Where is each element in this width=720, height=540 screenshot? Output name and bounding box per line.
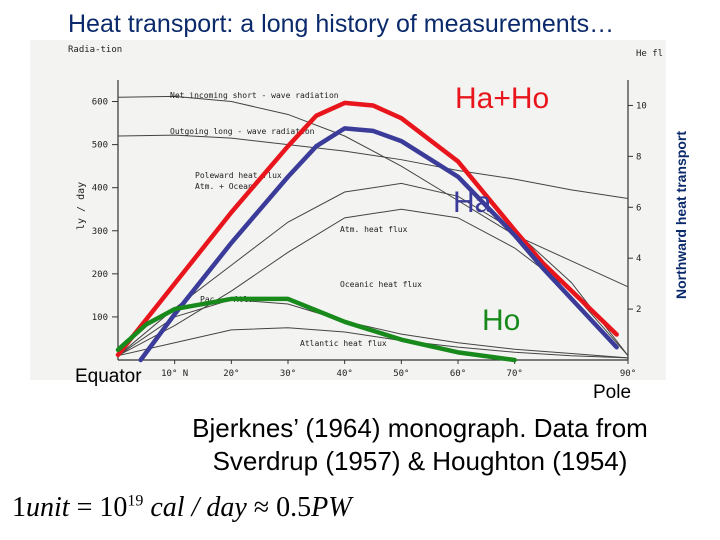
x-tick-label: 30°: [280, 369, 296, 379]
left-tick-label: 500: [92, 141, 108, 151]
series-line-ha-ho: [115, 100, 619, 358]
slide-title: Heat transport: a long history of measur…: [68, 10, 615, 38]
background-curve-label: Poleward heat flux: [195, 171, 282, 180]
scanned-figure: Net incoming short - wave radiation Outgo…: [30, 40, 666, 380]
series-line-ho: [115, 296, 517, 363]
x-tick-label: 50°: [393, 369, 409, 379]
background-curve-label: Atlantic heat flux: [300, 339, 387, 348]
left-tick-label: 400: [92, 184, 108, 194]
background-curve: [117, 182, 629, 357]
left-tick-label: 300: [92, 227, 108, 237]
right-tick-label: 2: [636, 305, 641, 315]
formula-equals: = 10: [69, 492, 128, 523]
left-tick-label: 200: [92, 270, 108, 280]
x-tick-label: 20°: [223, 369, 239, 379]
series-line-ha: [138, 126, 619, 363]
formula-approx: ≈: [246, 492, 277, 523]
formula-pw-value: 0.5: [276, 492, 312, 523]
equator-label: Equator: [75, 366, 142, 387]
right-axis-title: He fl: [636, 49, 663, 59]
pole-label: Pole: [593, 382, 631, 403]
x-axis-ticks: 10° N 20° 30° 40° 50° 60° 70° 90°: [161, 360, 636, 379]
series-label-ha-ho: Ha+Ho: [455, 82, 549, 115]
x-tick-label: 90°: [620, 369, 636, 379]
left-axis-ticks: 100 200 300 400 500 600: [92, 98, 118, 323]
formula-unit: unit: [26, 492, 70, 523]
formula-exponent: 19: [127, 492, 144, 510]
x-tick-label: 60°: [450, 369, 466, 379]
left-axis-label: ly / day: [76, 182, 87, 230]
series-label-ha: Ha: [453, 186, 492, 219]
series-lines: [115, 100, 619, 363]
x-tick-label: 70°: [507, 369, 523, 379]
scan-background: [30, 40, 666, 380]
right-tick-label: 10: [636, 101, 647, 111]
background-curve-label: Net incoming short - wave radiation: [170, 91, 339, 100]
right-tick-label: 4: [636, 254, 641, 264]
background-curve-label: Oceanic heat flux: [340, 280, 422, 289]
background-curve: [117, 299, 629, 359]
right-axis-ticks: 2 4 6 8 10: [628, 101, 647, 315]
caption-line-2: Sverdrup (1957) & Houghton (1954): [212, 446, 628, 476]
x-tick-label: 10° N: [161, 369, 188, 379]
formula-pw-unit: PW: [311, 492, 352, 523]
left-tick-label: 100: [92, 313, 108, 323]
formula-lead: 1: [12, 492, 26, 523]
formula-cal: cal / day: [143, 492, 247, 523]
background-curve: [117, 134, 629, 199]
caption-line-1: Bjerknes’ (1964) monograph. Data from: [192, 413, 648, 443]
left-axis-title: Radia-tion: [68, 45, 122, 55]
background-curve: [117, 327, 629, 359]
background-curve: [117, 95, 629, 288]
right-tick-label: 8: [636, 152, 641, 162]
figure-caption: Bjerknes’ (1964) monograph. Data from Sv…: [130, 412, 710, 478]
unit-conversion-formula: 1unit = 1019 cal / day ≈ 0.5PW: [12, 492, 352, 524]
left-tick-label: 600: [92, 98, 108, 108]
x-tick-label: 40°: [337, 369, 353, 379]
right-tick-label: 6: [636, 203, 641, 213]
background-curve-label: Atm. + Ocean: [195, 182, 253, 191]
background-curve-label: Atm. heat flux: [340, 225, 408, 234]
background-curve-label: Outgoing long - wave radiation: [170, 127, 315, 136]
right-axis-label: Northward heat transport: [673, 131, 689, 299]
series-label-ho: Ho: [482, 304, 520, 337]
